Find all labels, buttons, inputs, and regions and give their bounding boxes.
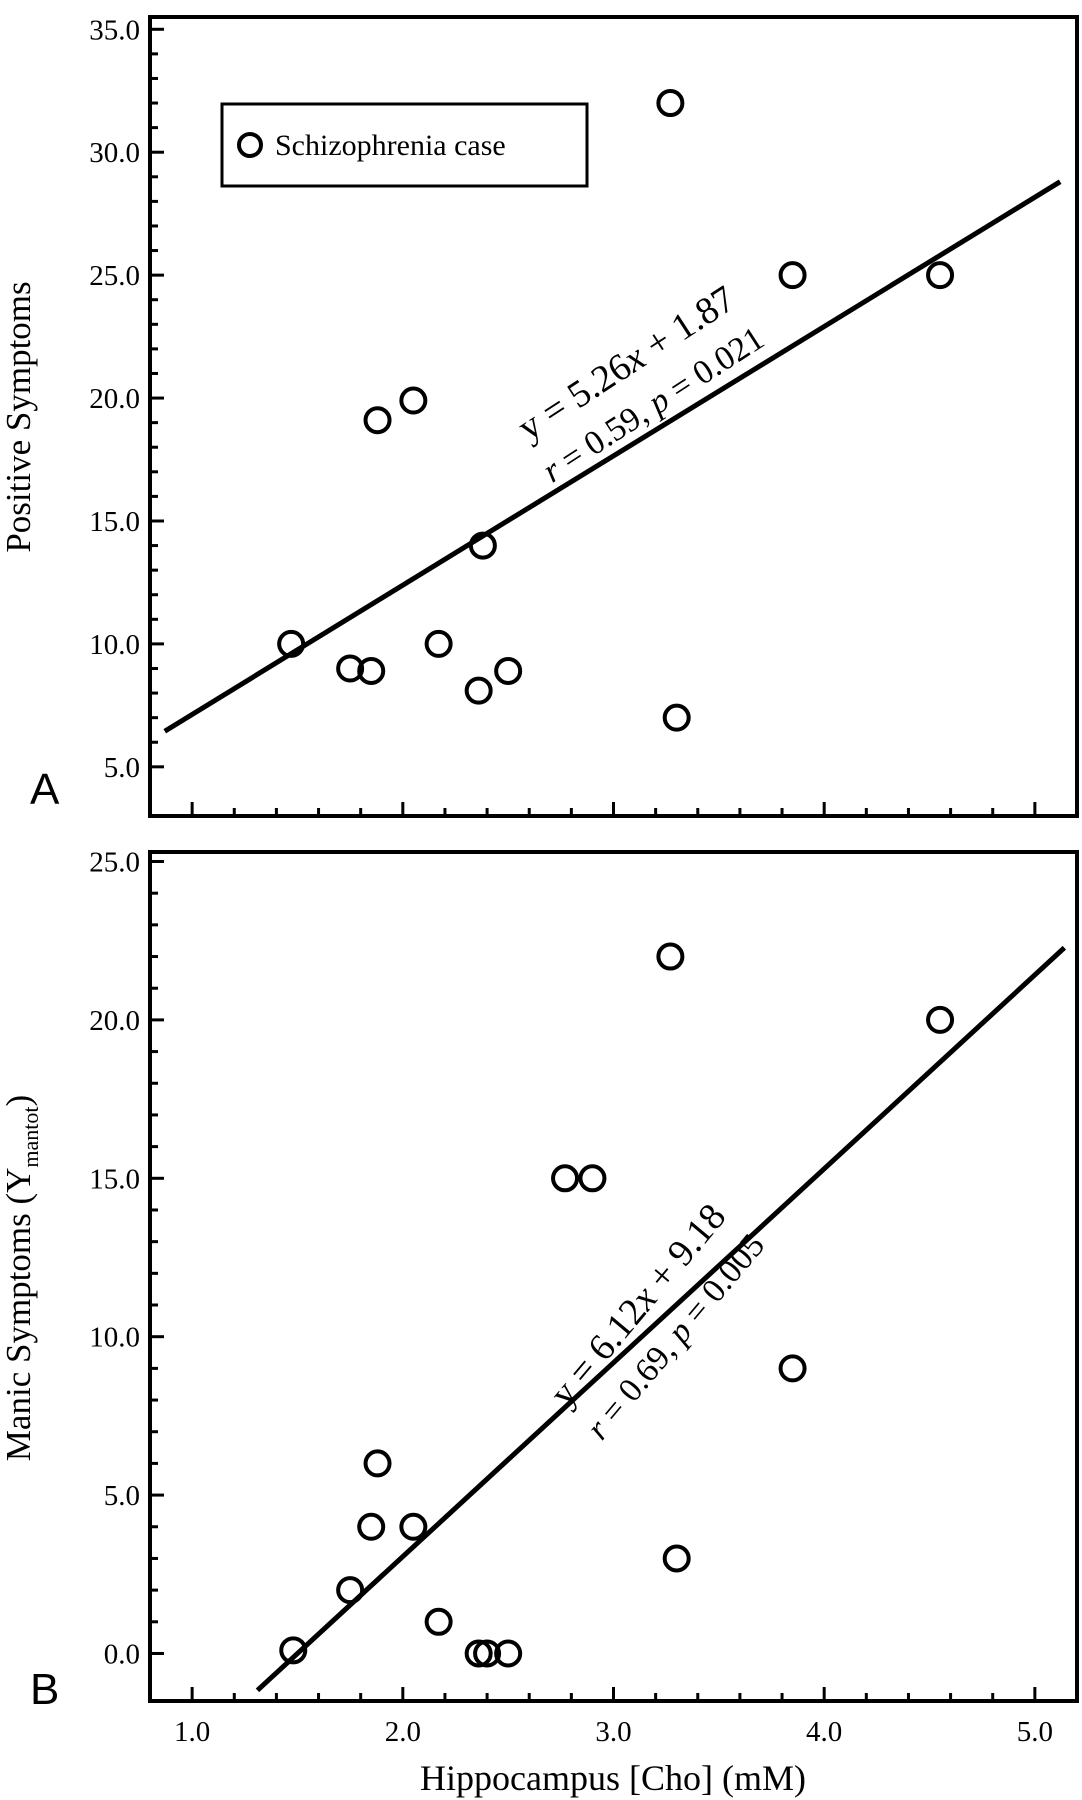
panel-b-y-tick-label: 25.0 <box>89 847 140 879</box>
panel-b-y-axis: 0.0 5.0 10.0 15.0 20.0 25.0 <box>89 847 164 1670</box>
panel-b-x-tick-label: 4.0 <box>806 1716 842 1748</box>
panel-b-y-axis-label: Manic Symptoms (Ymantot) <box>0 1095 43 1461</box>
legend-label: Schizophrenia case <box>275 129 506 162</box>
panel-b: 0.05.010.015.020.025.0 1.0 2.0 3.0 4.0 5.0 y… <box>0 847 1079 1748</box>
panel-b-fit-line-group <box>255 945 1067 1693</box>
panel-b-x-tick-label: 2.0 <box>385 1716 421 1748</box>
panel-a-data-point <box>424 629 453 658</box>
panel-b-data-point <box>551 1164 580 1193</box>
panel-a-data-point <box>363 406 392 435</box>
panel-a-data-point <box>778 261 807 290</box>
panel-a-data-point <box>336 654 365 683</box>
panel-a-y-tick-label: 30.0 <box>89 137 140 169</box>
panel-a: 5.0 10.0 15.0 20.0 25.0 30.0 35.0 Schizophreni… <box>0 14 1079 818</box>
panel-b-x-tick-label: 3.0 <box>595 1716 631 1748</box>
panel-a-y-tick-label: 35.0 <box>89 14 140 46</box>
x-axis-label: Hippocampus [Cho] (mM) <box>420 1758 806 1798</box>
panel-a-data-point <box>357 656 386 685</box>
panel-a-data-point <box>662 703 691 732</box>
panel-a-data-point <box>468 531 497 560</box>
legend-box <box>220 102 589 188</box>
panel-a-data-point <box>494 656 523 685</box>
panel-b-data-point <box>656 942 685 971</box>
panel-b-y-tick-label: 20.0 <box>89 1005 140 1037</box>
panel-b-regression-line <box>255 945 1067 1693</box>
panel-b-data-point <box>494 1639 523 1668</box>
panel-a-y-tick-label: 25.0 <box>89 260 140 292</box>
panel-a-data-point <box>464 676 493 705</box>
panel-a-y-axis: 5.0 10.0 15.0 20.0 25.0 30.0 35.0 <box>89 14 164 784</box>
panel-b-data-point <box>363 1449 392 1478</box>
panel-b-y-tick-label: 10.0 <box>89 1322 140 1354</box>
panel-a-y-tick-label: 5.0 <box>104 752 140 784</box>
panel-b-y-tick-label: 5.0 <box>104 1480 140 1512</box>
panel-a-data-points <box>277 89 955 732</box>
panel-a-letter: A <box>30 765 60 814</box>
panel-a-fit-line-group <box>163 179 1062 734</box>
panel-a-y-tick-label: 10.0 <box>89 629 140 661</box>
legend-marker-icon <box>237 132 263 158</box>
panel-b-data-point <box>578 1164 607 1193</box>
panel-b-data-point <box>424 1607 453 1636</box>
panel-a-y-tick-label: 15.0 <box>89 506 140 538</box>
panel-a-data-point <box>656 89 685 118</box>
panel-a-data-point <box>926 261 955 290</box>
panel-b-data-point <box>336 1576 365 1605</box>
panel-b-data-point <box>473 1639 502 1668</box>
panel-b-data-point <box>662 1544 691 1573</box>
panel-b-frame <box>148 850 1079 1703</box>
panel-a-regression-line <box>163 179 1062 734</box>
panel-b-y-tick-label: 0.0 <box>104 1638 140 1670</box>
panel-b-y-tick-label: 15.0 <box>89 1163 140 1195</box>
panel-b-data-point <box>464 1639 493 1668</box>
panel-b-data-points <box>279 942 955 1668</box>
panel-a-y-tick-label: 20.0 <box>89 383 140 415</box>
panel-b-x-axis: 1.0 2.0 3.0 4.0 5.0 <box>174 1687 1053 1748</box>
legend: Schizophrenia case <box>220 102 589 188</box>
panel-b-data-point <box>279 1636 308 1665</box>
panel-b-data-point <box>778 1354 807 1383</box>
panel-b-data-point <box>357 1512 386 1541</box>
panel-a-y-axis-label: Positive Symptoms <box>0 281 38 552</box>
panel-b-x-tick-label: 5.0 <box>1017 1716 1053 1748</box>
panel-b-data-point <box>926 1005 955 1034</box>
panel-a-data-point <box>277 629 306 658</box>
panel-a-x-axis <box>190 802 1037 816</box>
panel-b-x-tick-label: 1.0 <box>174 1716 210 1748</box>
panel-a-data-point <box>399 386 428 415</box>
panel-b-data-point <box>399 1512 428 1541</box>
panel-b-letter: B <box>30 1665 59 1714</box>
